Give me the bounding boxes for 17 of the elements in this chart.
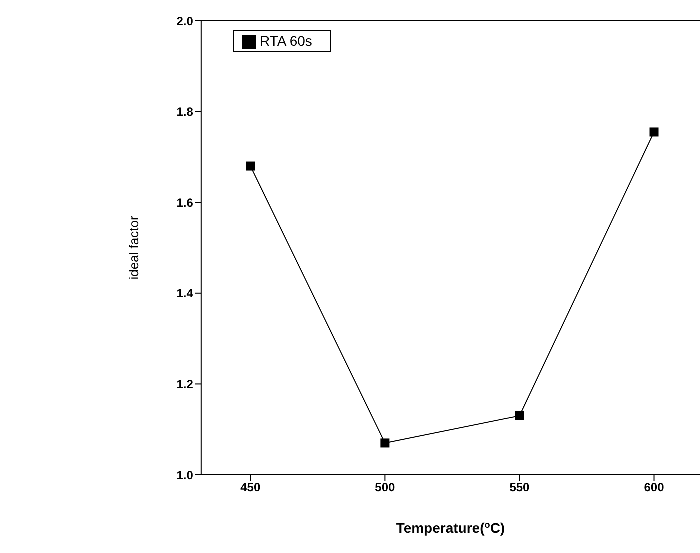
x-tick-label: 600 bbox=[644, 480, 665, 495]
x-tick-label: 500 bbox=[375, 480, 396, 495]
point bbox=[515, 411, 524, 420]
y-tick-label: 1.0 bbox=[176, 468, 194, 482]
y-tick-label: 1.4 bbox=[176, 286, 194, 301]
x-tick-label: 550 bbox=[510, 480, 530, 495]
y-axis-title: ideal factor bbox=[126, 216, 142, 280]
legend-label: RTA 60s bbox=[260, 33, 312, 49]
x-axis-title: Temperature($^{o}$C) bbox=[396, 520, 506, 536]
point bbox=[650, 128, 659, 137]
y-tick-label: 1.8 bbox=[176, 105, 194, 120]
point bbox=[246, 162, 256, 171]
y-tick-label: 2.0 bbox=[176, 14, 194, 28]
y-tick-label: 1.6 bbox=[176, 196, 194, 210]
x-tick-label: 450 bbox=[240, 480, 261, 495]
point bbox=[380, 438, 390, 448]
y-tick-label: 1.2 bbox=[176, 377, 194, 392]
